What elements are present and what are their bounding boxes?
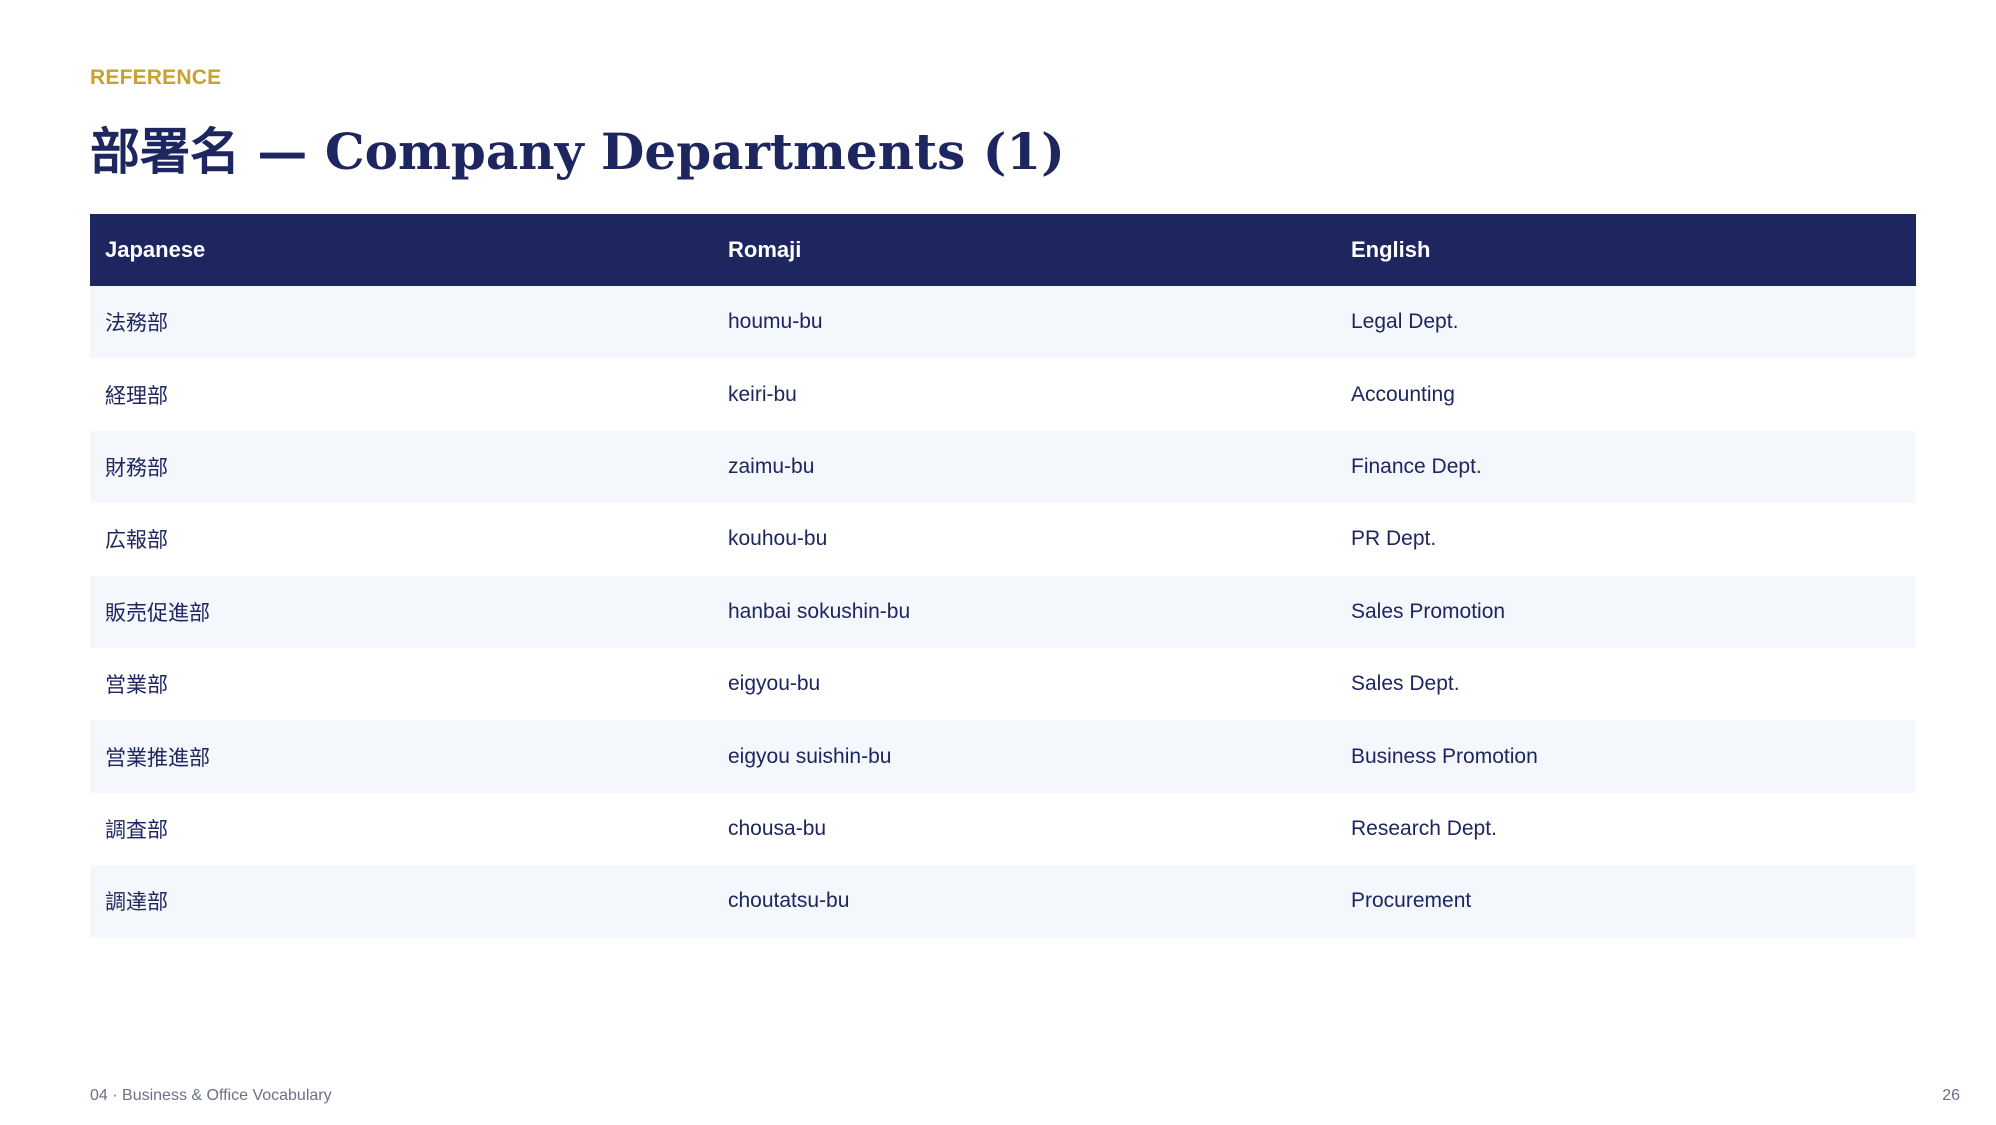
- footer-section-label: 04 · Business & Office Vocabulary: [90, 1087, 332, 1104]
- cell-romaji: keiri-bu: [728, 382, 797, 406]
- page-number: 26: [1942, 1087, 1960, 1104]
- table-row: 調達部 choutatsu-bu Procurement: [90, 865, 1916, 938]
- table-row: 販売促進部 hanbai sokushin-bu Sales Promotion: [90, 575, 1916, 648]
- cell-romaji: kouhou-bu: [728, 527, 828, 551]
- cell-japanese: 広報部: [105, 529, 168, 553]
- table-row: 経理部 keiri-bu Accounting: [90, 358, 1916, 431]
- cell-romaji: zaimu-bu: [728, 454, 815, 478]
- cell-romaji: houmu-bu: [728, 310, 823, 334]
- table-row: 財務部 zaimu-bu Finance Dept.: [90, 430, 1916, 504]
- cell-english: Sales Promotion: [1351, 599, 1506, 623]
- cell-english: PR Dept.: [1351, 527, 1437, 551]
- cell-japanese: 調査部: [105, 818, 168, 842]
- cell-english: Legal Dept.: [1351, 310, 1459, 334]
- departments-table: Japanese Romaji English 法務部 houmu-bu Leg…: [90, 214, 1916, 938]
- table-header-row: Japanese Romaji English: [90, 214, 1916, 286]
- cell-english: Accounting: [1351, 382, 1455, 406]
- cell-english: Finance Dept.: [1351, 454, 1482, 478]
- cell-romaji: eigyou-bu: [728, 672, 821, 696]
- table-row: 営業部 eigyou-bu Sales Dept.: [90, 647, 1916, 721]
- table-row: 法務部 houmu-bu Legal Dept.: [90, 286, 1916, 359]
- cell-japanese: 財務部: [105, 456, 168, 480]
- cell-japanese: 調達部: [105, 891, 168, 915]
- cell-japanese: 営業推進部: [105, 746, 210, 770]
- table-row: 広報部 kouhou-bu PR Dept.: [90, 503, 1916, 576]
- cell-romaji: eigyou suishin-bu: [728, 744, 892, 768]
- column-header-japanese: Japanese: [105, 237, 206, 262]
- page-title: 部署名 — Company Departments (1): [90, 122, 1065, 181]
- column-header-romaji: Romaji: [728, 237, 802, 262]
- cell-japanese: 営業部: [105, 674, 168, 698]
- cell-japanese: 販売促進部: [105, 601, 210, 625]
- cell-english: Sales Dept.: [1351, 672, 1460, 696]
- cell-romaji: chousa-bu: [728, 816, 827, 840]
- cell-japanese: 法務部: [105, 312, 168, 336]
- cell-english: Procurement: [1351, 889, 1472, 913]
- cell-romaji: choutatsu-bu: [728, 889, 850, 913]
- cell-japanese: 経理部: [105, 384, 168, 408]
- cell-english: Business Promotion: [1351, 744, 1538, 768]
- cell-romaji: hanbai sokushin-bu: [728, 599, 911, 623]
- cell-english: Research Dept.: [1351, 816, 1497, 840]
- column-header-english: English: [1351, 237, 1431, 262]
- table-row: 営業推進部 eigyou suishin-bu Business Promoti…: [90, 720, 1916, 793]
- table-row: 調査部 chousa-bu Research Dept.: [90, 792, 1916, 866]
- eyebrow-label: REFERENCE: [90, 66, 222, 89]
